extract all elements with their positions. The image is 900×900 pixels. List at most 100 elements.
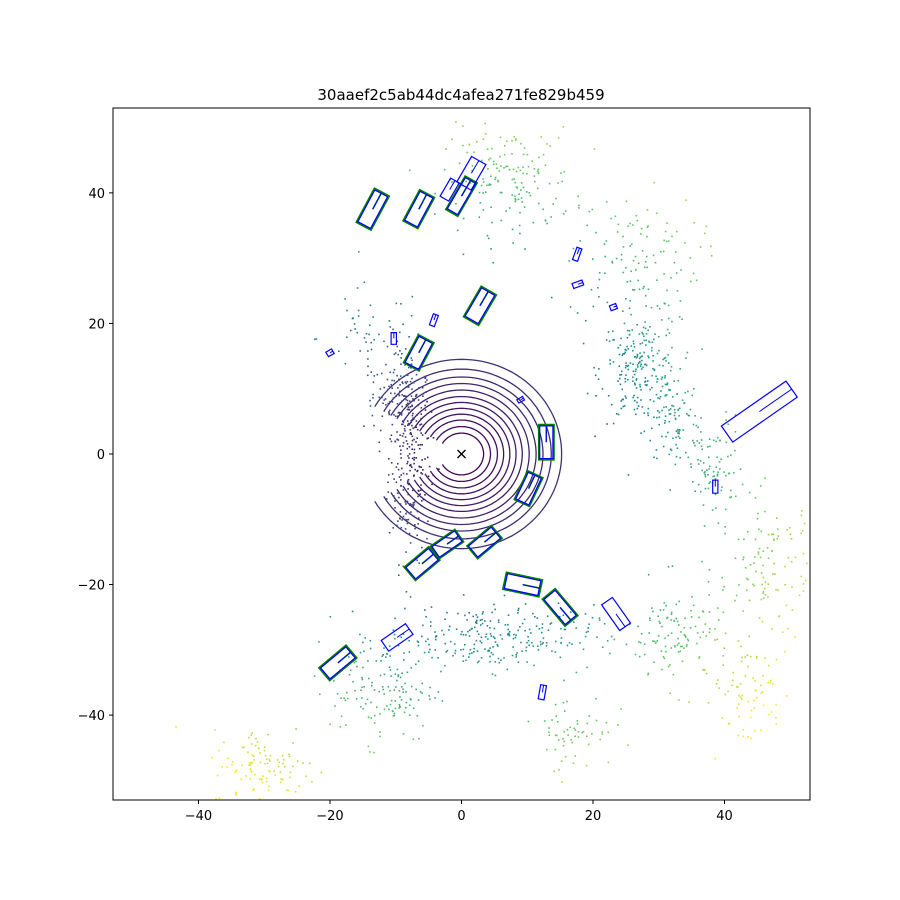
lidar-point <box>427 520 429 523</box>
lidar-point <box>350 329 352 332</box>
lidar-point <box>422 498 425 501</box>
lidar-point <box>629 280 632 282</box>
lidar-point <box>605 339 608 341</box>
lidar-point <box>716 638 719 641</box>
lidar-point <box>613 339 615 341</box>
lidar-point <box>634 384 636 386</box>
lidar-point <box>794 636 796 638</box>
ground-truth-box <box>501 571 544 598</box>
lidar-point <box>636 353 639 356</box>
lidar-point <box>734 449 736 452</box>
prediction-box <box>403 190 434 228</box>
lidar-point <box>480 636 483 639</box>
lidar-point <box>430 606 433 608</box>
lidar-point <box>289 776 291 779</box>
lidar-point <box>647 288 650 291</box>
lidar-point <box>404 501 407 503</box>
lidar-point <box>818 588 820 590</box>
lidar-point <box>468 653 471 655</box>
ground-truth-box <box>403 545 442 582</box>
lidar-point <box>515 139 517 141</box>
lidar-point <box>818 604 820 606</box>
lidar-point <box>790 538 793 540</box>
lidar-point <box>664 645 667 648</box>
lidar-point <box>679 457 681 459</box>
lidar-point <box>514 200 517 203</box>
lidar-point <box>351 610 354 613</box>
lidar-point <box>416 437 418 439</box>
lidar-point <box>730 496 733 498</box>
lidar-point <box>391 401 394 403</box>
lidar-point <box>777 589 779 591</box>
lidar-point <box>742 735 745 738</box>
lidar-point <box>737 734 740 737</box>
lidar-point <box>722 655 724 657</box>
lidar-point <box>406 420 409 422</box>
lidar-point <box>639 352 641 354</box>
lidar-point <box>598 278 601 281</box>
lidar-point <box>393 712 396 715</box>
lidar-point <box>664 376 666 379</box>
lidar-point <box>632 349 634 352</box>
lidar-point <box>627 744 629 746</box>
lidar-point <box>742 558 744 561</box>
lidar-point <box>462 253 465 256</box>
lidar-point <box>645 255 648 258</box>
lidar-point <box>489 647 491 649</box>
lidar-point <box>725 419 727 421</box>
lidar-point <box>762 592 764 595</box>
lidar-point <box>408 400 411 402</box>
lidar-point <box>616 231 619 233</box>
lidar-point <box>408 457 410 459</box>
lidar-point <box>576 312 579 314</box>
lidar-point <box>645 339 647 342</box>
lidar-point <box>634 399 636 402</box>
lidar-point <box>761 691 764 693</box>
prediction-heading <box>470 160 480 174</box>
lidar-point <box>742 556 745 559</box>
lidar-point <box>388 458 390 460</box>
lidar-point <box>551 719 553 721</box>
lidar-point <box>730 454 732 457</box>
lidar-point <box>462 655 465 657</box>
lidar-point <box>642 287 644 290</box>
lidar-point <box>670 449 673 452</box>
lidar-point <box>484 620 486 622</box>
lidar-point <box>533 664 535 667</box>
lidar-point <box>537 202 540 205</box>
lidar-point <box>410 685 413 688</box>
lidar-point <box>389 371 391 374</box>
lidar-point <box>279 771 282 773</box>
lidar-point <box>419 691 422 693</box>
lidar-point <box>678 432 680 435</box>
lidar-point <box>667 240 670 243</box>
lidar-point <box>388 412 390 414</box>
lidar-point <box>775 588 777 591</box>
lidar-point <box>400 457 402 459</box>
lidar-point <box>479 640 482 642</box>
lidar-point <box>753 729 756 732</box>
lidar-point <box>399 676 402 679</box>
lidar-point <box>396 374 398 377</box>
lidar-point <box>412 417 414 419</box>
lidar-point <box>603 623 606 625</box>
lidar-point <box>708 631 711 634</box>
lidar-point <box>486 184 488 187</box>
lidar-point <box>695 424 698 427</box>
lidar-point <box>514 199 517 201</box>
lidar-point <box>576 723 579 725</box>
lidar-point <box>606 640 609 642</box>
lidar-point <box>408 169 411 172</box>
lidar-point <box>373 751 375 754</box>
lidar-point <box>679 368 681 370</box>
lidar-point <box>550 622 553 624</box>
ground-truth-box <box>465 524 504 560</box>
lidar-point <box>667 362 670 364</box>
lidar-point <box>467 630 469 633</box>
lidar-point <box>633 346 636 348</box>
lidar-point <box>387 474 390 476</box>
lidar-point <box>688 414 690 417</box>
lidar-point <box>354 689 356 692</box>
lidar-point <box>218 797 221 800</box>
lidar-point <box>732 671 735 674</box>
